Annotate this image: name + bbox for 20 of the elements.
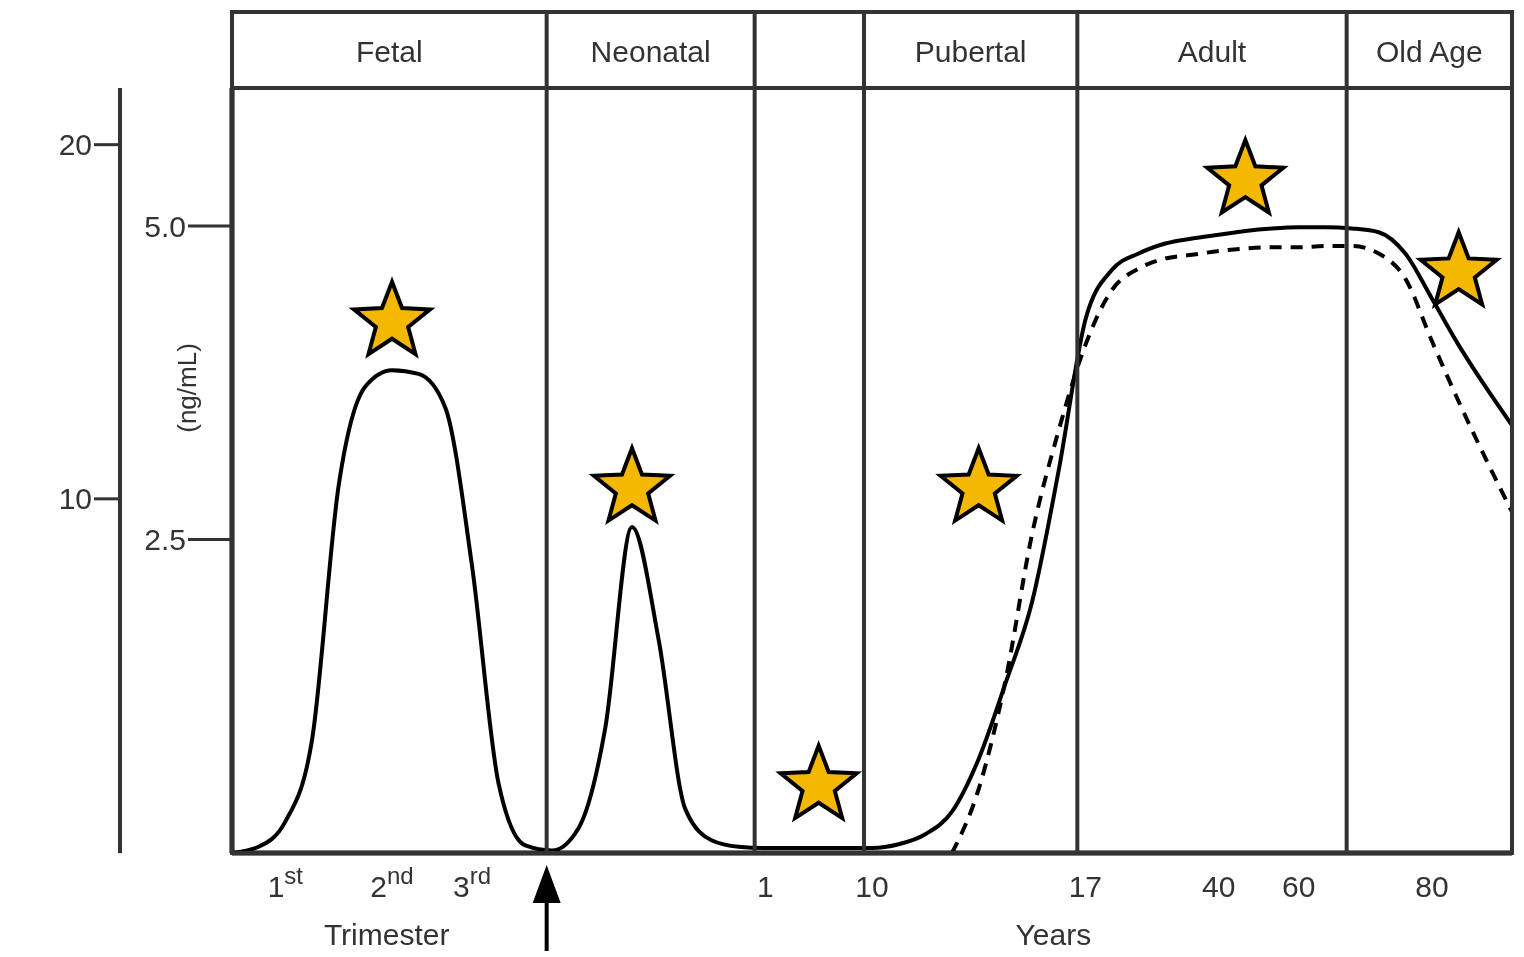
y2-tick-label: 5.0 [144, 209, 186, 243]
y2-tick-label: 2.5 [144, 523, 186, 557]
x-tick-label: 60 [1281, 870, 1316, 903]
x-tick-label: 17 [1068, 870, 1103, 903]
text: Neonatal [590, 35, 711, 68]
y-tick-label: 20 [58, 128, 92, 162]
x-tick-label: 1 [756, 870, 774, 903]
text: Pubertal [914, 35, 1027, 68]
x-tick-label: 10 [855, 870, 889, 903]
x-tick-label: 1$^{st}$ [267, 861, 304, 903]
x-tick-label: 2$^{nd}$ [370, 861, 414, 903]
x-tick-label: 80 [1415, 870, 1449, 903]
y2-axis-title: (ng/mL) [172, 343, 202, 433]
text: Adult [1177, 35, 1247, 68]
x-tick-label: 3$^{rd}$ [452, 861, 492, 903]
x-tick-label: 40 [1201, 870, 1236, 903]
x-axis-title: Years [1015, 918, 1092, 951]
text: Old Age [1375, 35, 1483, 68]
text: Fetal [355, 35, 423, 68]
text: Trimester [323, 918, 450, 951]
